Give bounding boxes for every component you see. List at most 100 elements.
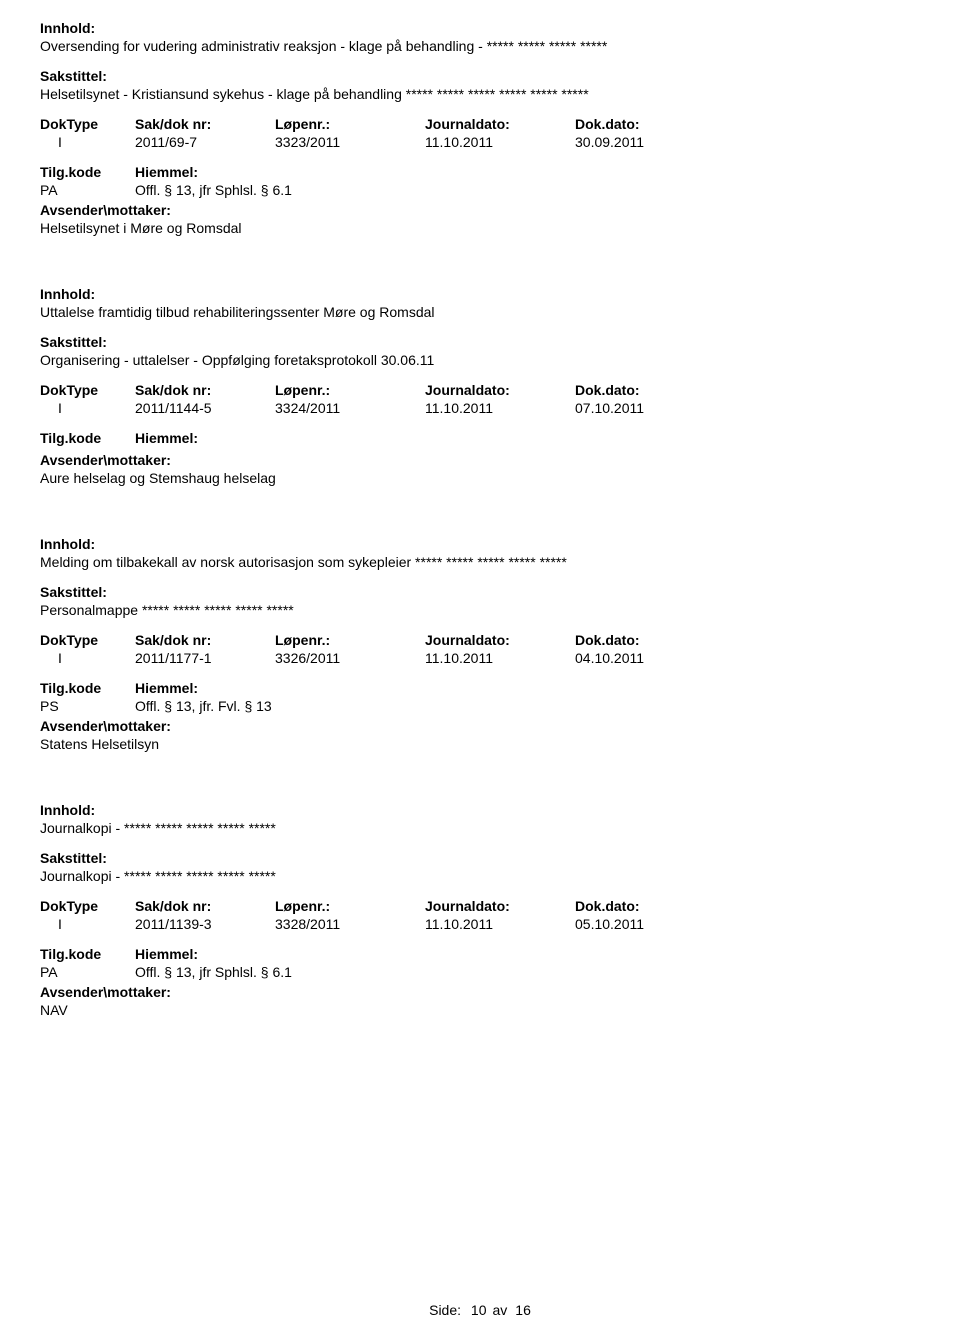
lopenr-value: 3328/2011 <box>275 916 425 932</box>
sakdok-value: 2011/69-7 <box>135 134 275 150</box>
sakstittel-label: Sakstittel: <box>40 584 920 600</box>
tilgkode-header-row: Tilg.kode Hiemmel: <box>40 164 920 180</box>
journaldato-value: 11.10.2011 <box>425 916 575 932</box>
tilgkode-header-row: Tilg.kode Hiemmel: <box>40 430 920 446</box>
sakdok-header: Sak/dok nr: <box>135 382 275 398</box>
tilgkode-data-row: PA Offl. § 13, jfr Sphlsl. § 6.1 <box>40 182 920 198</box>
journaldato-header: Journaldato: <box>425 116 575 132</box>
dokdato-value: 04.10.2011 <box>575 650 725 666</box>
journaldato-header: Journaldato: <box>425 898 575 914</box>
columns-data: I 2011/1144-5 3324/2011 11.10.2011 07.10… <box>40 400 920 416</box>
tilgkode-label: Tilg.kode <box>40 680 135 696</box>
page-total: 16 <box>515 1302 531 1318</box>
avsender-value: Statens Helsetilsyn <box>40 736 920 752</box>
journaldato-value: 11.10.2011 <box>425 650 575 666</box>
tilgkode-value: PA <box>40 182 135 198</box>
doktype-header: DokType <box>40 116 135 132</box>
avsender-value: Helsetilsynet i Møre og Romsdal <box>40 220 920 236</box>
innhold-label: Innhold: <box>40 802 920 818</box>
journal-record: Innhold: Uttalelse framtidig tilbud reha… <box>40 286 920 486</box>
avsender-label: Avsender\mottaker: <box>40 984 920 1000</box>
dokdato-value: 05.10.2011 <box>575 916 725 932</box>
hiemmel-label: Hiemmel: <box>135 680 198 696</box>
tilgkode-label: Tilg.kode <box>40 946 135 962</box>
tilgkode-header-row: Tilg.kode Hiemmel: <box>40 680 920 696</box>
journal-record: Innhold: Journalkopi - ***** ***** *****… <box>40 802 920 1018</box>
hiemmel-label: Hiemmel: <box>135 430 198 446</box>
sakdok-value: 2011/1177-1 <box>135 650 275 666</box>
doktype-value: I <box>40 650 135 666</box>
lopenr-header: Løpenr.: <box>275 632 425 648</box>
journaldato-header: Journaldato: <box>425 632 575 648</box>
lopenr-header: Løpenr.: <box>275 116 425 132</box>
dokdato-value: 30.09.2011 <box>575 134 725 150</box>
doktype-value: I <box>40 134 135 150</box>
hiemmel-value: Offl. § 13, jfr Sphlsl. § 6.1 <box>135 182 292 198</box>
page-number: 10 <box>471 1302 487 1318</box>
dokdato-value: 07.10.2011 <box>575 400 725 416</box>
doktype-header: DokType <box>40 898 135 914</box>
innhold-value: Melding om tilbakekall av norsk autorisa… <box>40 554 920 570</box>
innhold-value: Oversending for vudering administrativ r… <box>40 38 920 54</box>
avsender-value: NAV <box>40 1002 920 1018</box>
dokdato-header: Dok.dato: <box>575 382 725 398</box>
dokdato-header: Dok.dato: <box>575 116 725 132</box>
lopenr-value: 3326/2011 <box>275 650 425 666</box>
dokdato-header: Dok.dato: <box>575 632 725 648</box>
tilgkode-label: Tilg.kode <box>40 164 135 180</box>
sakdok-header: Sak/dok nr: <box>135 632 275 648</box>
sakdok-header: Sak/dok nr: <box>135 116 275 132</box>
doktype-value: I <box>40 916 135 932</box>
tilgkode-header-row: Tilg.kode Hiemmel: <box>40 946 920 962</box>
lopenr-value: 3324/2011 <box>275 400 425 416</box>
sakstittel-label: Sakstittel: <box>40 334 920 350</box>
sakdok-value: 2011/1139-3 <box>135 916 275 932</box>
lopenr-header: Løpenr.: <box>275 898 425 914</box>
hiemmel-label: Hiemmel: <box>135 946 198 962</box>
tilgkode-label: Tilg.kode <box>40 430 135 446</box>
lopenr-header: Løpenr.: <box>275 382 425 398</box>
tilgkode-data-row: PS Offl. § 13, jfr. Fvl. § 13 <box>40 698 920 714</box>
columns-data: I 2011/1139-3 3328/2011 11.10.2011 05.10… <box>40 916 920 932</box>
columns-header: DokType Sak/dok nr: Løpenr.: Journaldato… <box>40 898 920 914</box>
side-label: Side: <box>429 1302 461 1318</box>
avsender-value: Aure helselag og Stemshaug helselag <box>40 470 920 486</box>
hiemmel-value: Offl. § 13, jfr. Fvl. § 13 <box>135 698 272 714</box>
sakstittel-label: Sakstittel: <box>40 68 920 84</box>
tilgkode-value: PS <box>40 698 135 714</box>
tilgkode-value: PA <box>40 964 135 980</box>
sakstittel-label: Sakstittel: <box>40 850 920 866</box>
columns-header: DokType Sak/dok nr: Løpenr.: Journaldato… <box>40 382 920 398</box>
journaldato-header: Journaldato: <box>425 382 575 398</box>
columns-header: DokType Sak/dok nr: Løpenr.: Journaldato… <box>40 632 920 648</box>
innhold-value: Journalkopi - ***** ***** ***** ***** **… <box>40 820 920 836</box>
lopenr-value: 3323/2011 <box>275 134 425 150</box>
hiemmel-label: Hiemmel: <box>135 164 198 180</box>
avsender-label: Avsender\mottaker: <box>40 452 920 468</box>
doktype-value: I <box>40 400 135 416</box>
columns-header: DokType Sak/dok nr: Løpenr.: Journaldato… <box>40 116 920 132</box>
sakstittel-value: Personalmappe ***** ***** ***** ***** **… <box>40 602 920 618</box>
sakstittel-value: Organisering - uttalelser - Oppfølging f… <box>40 352 920 368</box>
journal-record: Innhold: Melding om tilbakekall av norsk… <box>40 536 920 752</box>
doktype-header: DokType <box>40 382 135 398</box>
page-av: av <box>493 1302 508 1318</box>
columns-data: I 2011/69-7 3323/2011 11.10.2011 30.09.2… <box>40 134 920 150</box>
sakstittel-value: Helsetilsynet - Kristiansund sykehus - k… <box>40 86 920 102</box>
journal-record: Innhold: Oversending for vudering admini… <box>40 20 920 236</box>
innhold-value: Uttalelse framtidig tilbud rehabiliterin… <box>40 304 920 320</box>
dokdato-header: Dok.dato: <box>575 898 725 914</box>
avsender-label: Avsender\mottaker: <box>40 202 920 218</box>
tilgkode-data-row: PA Offl. § 13, jfr Sphlsl. § 6.1 <box>40 964 920 980</box>
innhold-label: Innhold: <box>40 286 920 302</box>
doktype-header: DokType <box>40 632 135 648</box>
sakdok-value: 2011/1144-5 <box>135 400 275 416</box>
hiemmel-value: Offl. § 13, jfr Sphlsl. § 6.1 <box>135 964 292 980</box>
sakdok-header: Sak/dok nr: <box>135 898 275 914</box>
journaldato-value: 11.10.2011 <box>425 134 575 150</box>
innhold-label: Innhold: <box>40 20 920 36</box>
columns-data: I 2011/1177-1 3326/2011 11.10.2011 04.10… <box>40 650 920 666</box>
innhold-label: Innhold: <box>40 536 920 552</box>
journaldato-value: 11.10.2011 <box>425 400 575 416</box>
page-footer: Side: 10 av 16 <box>0 1302 960 1318</box>
